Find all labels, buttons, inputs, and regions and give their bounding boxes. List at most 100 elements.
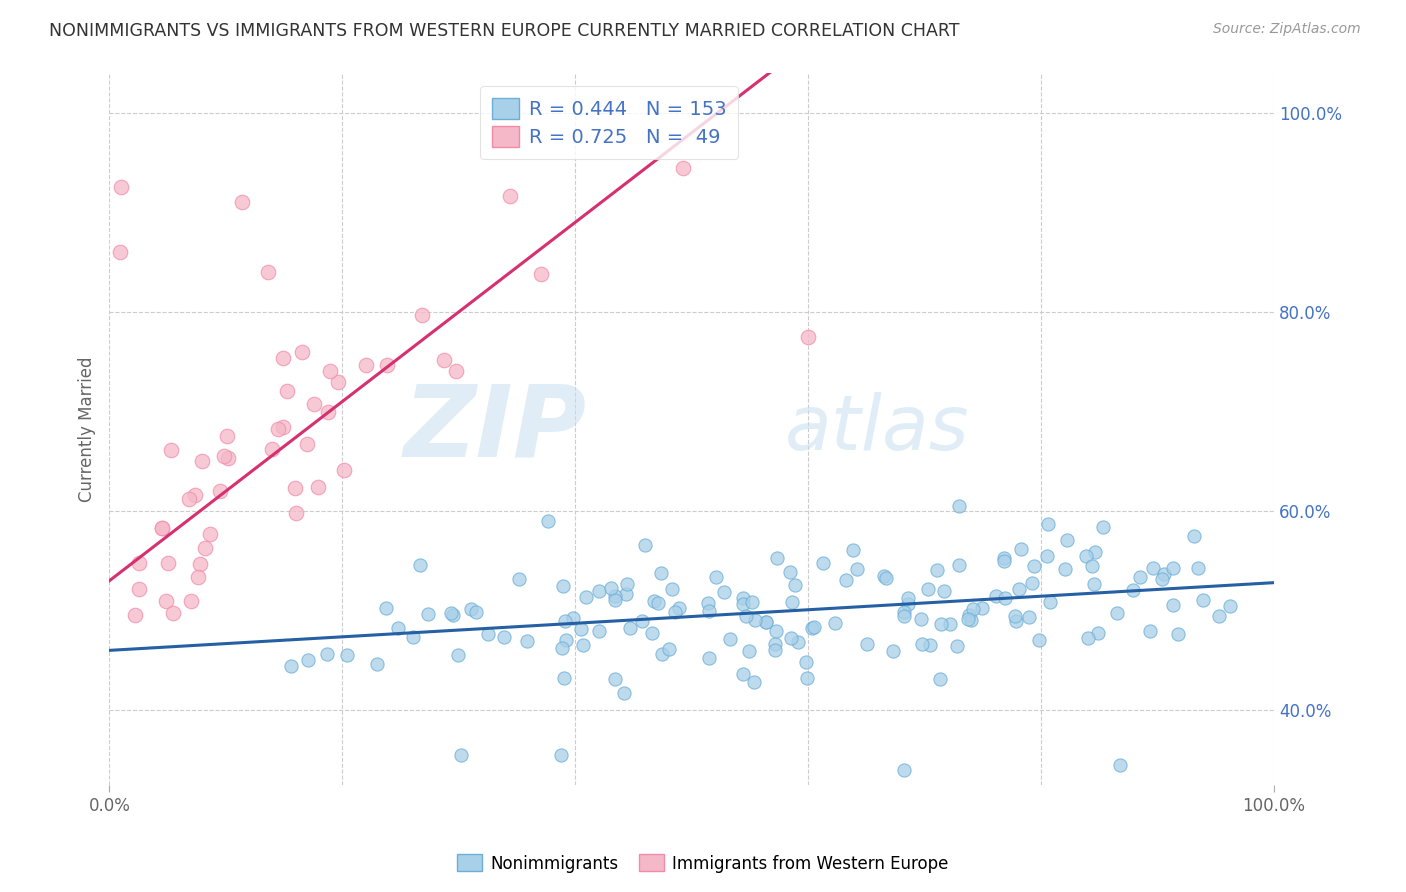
Point xyxy=(291,344,314,359)
Point xyxy=(273,419,295,434)
Point xyxy=(782,595,804,609)
Point xyxy=(155,593,177,607)
Point xyxy=(796,671,818,685)
Point xyxy=(633,538,655,552)
Point xyxy=(986,589,1008,603)
Point xyxy=(128,582,150,597)
Point xyxy=(779,631,801,645)
Point xyxy=(1010,541,1032,556)
Point xyxy=(957,608,980,623)
Point xyxy=(897,591,920,606)
Point xyxy=(1129,570,1152,584)
Point xyxy=(661,582,683,596)
Point xyxy=(1087,625,1109,640)
Point xyxy=(741,595,763,609)
Point xyxy=(1161,598,1184,612)
Point xyxy=(811,557,834,571)
Point xyxy=(803,620,825,634)
Point xyxy=(1004,614,1026,628)
Point xyxy=(603,592,626,607)
Point xyxy=(731,667,754,681)
Point xyxy=(911,637,934,651)
Point xyxy=(910,612,932,626)
Legend: Nonimmigrants, Immigrants from Western Europe: Nonimmigrants, Immigrants from Western E… xyxy=(451,847,955,880)
Point xyxy=(824,615,846,630)
Point xyxy=(440,606,463,620)
Point xyxy=(664,605,686,619)
Point xyxy=(285,506,308,520)
Point xyxy=(450,747,472,762)
Point xyxy=(1182,529,1205,543)
Point xyxy=(180,594,202,608)
Point xyxy=(354,358,377,372)
Point xyxy=(215,428,238,442)
Point xyxy=(704,570,727,584)
Point xyxy=(316,647,339,661)
Point xyxy=(643,594,665,608)
Point xyxy=(307,480,329,494)
Point xyxy=(800,622,823,636)
Point xyxy=(765,624,787,638)
Point xyxy=(993,554,1015,568)
Point xyxy=(316,405,339,419)
Point xyxy=(375,601,398,615)
Point xyxy=(737,644,759,658)
Point xyxy=(191,454,214,468)
Point xyxy=(333,463,356,477)
Point xyxy=(755,615,778,629)
Point xyxy=(1139,624,1161,638)
Point xyxy=(555,633,578,648)
Point xyxy=(779,565,801,579)
Point xyxy=(647,596,669,610)
Point xyxy=(994,591,1017,606)
Point xyxy=(375,358,398,372)
Point xyxy=(1074,549,1097,563)
Point xyxy=(214,449,236,463)
Point xyxy=(188,558,211,572)
Point xyxy=(1122,582,1144,597)
Point xyxy=(441,608,464,623)
Point xyxy=(631,614,654,628)
Point xyxy=(946,639,969,653)
Legend: R = 0.444   N = 153, R = 0.725   N =  49: R = 0.444 N = 153, R = 0.725 N = 49 xyxy=(481,87,738,159)
Point xyxy=(418,607,440,622)
Point xyxy=(446,364,468,378)
Point xyxy=(124,608,146,623)
Point xyxy=(834,573,856,587)
Point xyxy=(572,638,595,652)
Point xyxy=(209,483,232,498)
Point xyxy=(553,671,575,685)
Point xyxy=(156,556,179,570)
Point xyxy=(948,499,970,513)
Point xyxy=(280,659,302,673)
Point xyxy=(200,526,222,541)
Point xyxy=(465,605,488,619)
Point xyxy=(970,600,993,615)
Point xyxy=(742,674,765,689)
Point xyxy=(763,637,786,651)
Point xyxy=(1021,576,1043,591)
Point xyxy=(1187,561,1209,575)
Point xyxy=(1028,632,1050,647)
Text: NONIMMIGRANTS VS IMMIGRANTS FROM WESTERN EUROPE CURRENTLY MARRIED CORRELATION CH: NONIMMIGRANTS VS IMMIGRANTS FROM WESTERN… xyxy=(49,22,960,40)
Point xyxy=(1008,582,1031,596)
Point xyxy=(651,647,673,661)
Point xyxy=(110,245,132,260)
Point xyxy=(297,653,319,667)
Point xyxy=(401,631,423,645)
Point xyxy=(993,550,1015,565)
Point xyxy=(1108,757,1130,772)
Point xyxy=(1077,631,1099,645)
Point xyxy=(939,617,962,632)
Point xyxy=(284,481,307,495)
Point xyxy=(873,569,896,583)
Point xyxy=(697,597,720,611)
Point xyxy=(186,570,208,584)
Point xyxy=(328,375,350,389)
Point xyxy=(1038,516,1060,531)
Point xyxy=(150,521,173,535)
Point xyxy=(931,616,953,631)
Point xyxy=(893,608,915,623)
Point xyxy=(731,597,754,611)
Point xyxy=(846,561,869,575)
